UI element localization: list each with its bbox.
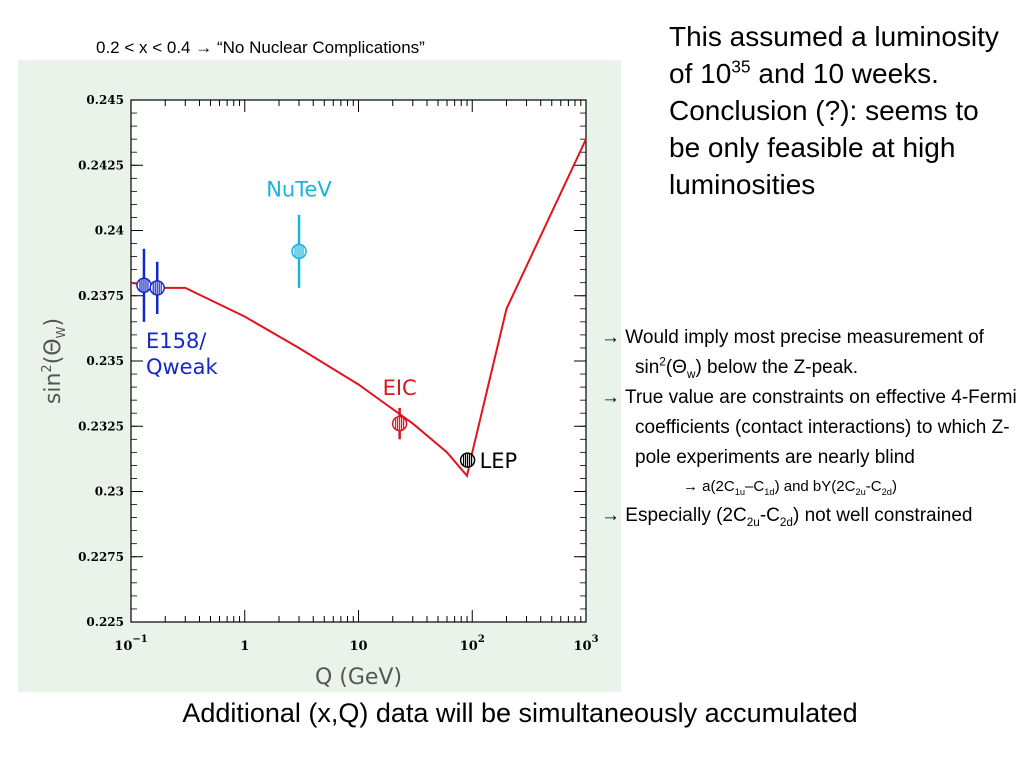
sub-index: 1u xyxy=(734,487,746,497)
x-tick-label: 10−1 xyxy=(114,634,147,654)
y-axis-title-part: sin xyxy=(41,373,66,405)
arrow-icon: → xyxy=(601,387,620,408)
footer-caption: Additional (x,Q) data will be simultaneo… xyxy=(182,698,858,728)
bullet-true-value: → True value are constraints on effectiv… xyxy=(601,383,1021,473)
y-tick-label: 0.2425 xyxy=(78,158,124,172)
y-axis-title-part: 2 xyxy=(40,364,55,372)
bullet-list: → Would imply most precise measurement o… xyxy=(601,323,1021,531)
plot-frame xyxy=(130,99,587,623)
y-tick-label: 0.2275 xyxy=(78,550,124,564)
title-quote-text: “No Nuclear Complications” xyxy=(216,38,425,57)
bullet-text: Would imply most precise measurement of … xyxy=(625,327,984,378)
label-nutev: NuTeV xyxy=(266,178,332,202)
sub-text: a(2C xyxy=(702,478,735,495)
bullet-text-part: ) not well constrained xyxy=(792,505,973,526)
y-tick-label: 0.235 xyxy=(86,354,124,368)
x-tick-label: 1 xyxy=(240,639,249,654)
bullet-text-part: (Θ xyxy=(665,357,687,378)
x-tick-label: 103 xyxy=(573,634,598,654)
chart-title-line: 0.2 < x < 0.4 → “No Nuclear Complication… xyxy=(96,38,425,58)
x-tick-exponent: 2 xyxy=(478,634,485,645)
plot-panel: 0.245 0.2425 0.24 0.2375 0.235 0.2325 0.23 0.22… xyxy=(18,60,621,692)
note-line2: and 10 weeks. Conclusion (?): seems to b… xyxy=(669,58,979,200)
label-qweak: Qweak xyxy=(146,355,218,379)
points-layer xyxy=(136,214,476,468)
theory-curve xyxy=(130,138,587,478)
axis-ticks: 0.245 0.2425 0.24 0.2375 0.235 0.2325 0.23 0.22… xyxy=(40,93,599,690)
y-tick-label: 0.23 xyxy=(95,485,124,499)
arrow-icon: → xyxy=(601,327,620,348)
sub-index: 1d xyxy=(764,487,775,497)
x-axis-title: Q (GeV) xyxy=(315,665,402,690)
label-e158: E158/ xyxy=(146,329,207,353)
x-tick-label: 102 xyxy=(460,634,485,654)
note-exponent: 35 xyxy=(731,56,751,77)
arrow-icon: → xyxy=(683,478,698,495)
sub-text: -C xyxy=(865,478,882,495)
x-tick-label: 10 xyxy=(349,639,367,654)
label-lep: LEP xyxy=(480,449,518,473)
y-axis-title: sin2(ΘW) xyxy=(40,318,68,404)
bullet-sup: 2 xyxy=(659,355,666,369)
y-tick-label: 0.245 xyxy=(86,93,124,107)
x-range-text: 0.2 < x < 0.4 xyxy=(96,38,191,57)
y-tick-label: 0.24 xyxy=(95,224,124,238)
y-axis-title-part: ) xyxy=(41,318,66,327)
series-labels: E158/Qweak NuTeV EIC LEP xyxy=(146,178,517,474)
x-tick-exponent: −1 xyxy=(132,634,147,645)
bullet-precise-measurement: → Would imply most precise measurement o… xyxy=(601,323,1021,383)
bullet-text: True value are constraints on effective … xyxy=(624,387,1017,468)
arrow-icon: → xyxy=(195,38,213,57)
y-axis-title-part: (Θ xyxy=(41,338,66,364)
x-tick-exponent: 3 xyxy=(592,634,599,645)
sub-text: ) and bY(2C xyxy=(774,478,856,495)
bullet-sub: 2u xyxy=(746,515,760,529)
label-eic: EIC xyxy=(383,376,417,400)
curve-layer xyxy=(130,138,587,478)
sub-text: ) xyxy=(891,478,897,495)
luminosity-note: This assumed a luminosity of 1035 and 10… xyxy=(669,18,1009,203)
note-line1: This assumed a luminosity of 10 xyxy=(669,21,999,89)
y-tick-label: 0.2325 xyxy=(78,419,124,433)
arrow-icon: → xyxy=(601,505,620,526)
bullet-text-part: -C xyxy=(759,505,780,526)
sub-text: –C xyxy=(745,478,765,495)
y-tick-label: 0.2375 xyxy=(78,289,124,303)
bullet-especially: → Especially (2C2u-C2d) not well constra… xyxy=(601,501,1021,531)
sub-index: 2d xyxy=(881,487,892,497)
y-tick-label: 0.225 xyxy=(86,615,124,629)
bullet-text: Especially (2C xyxy=(625,505,747,526)
sub-bullet-coefficients: → a(2C1u–C1d) and bY(2C2u-C2d) xyxy=(601,473,1021,501)
bullet-sub: 2d xyxy=(779,515,793,529)
y-axis-title-part: W xyxy=(54,326,68,338)
chart: 0.245 0.2425 0.24 0.2375 0.235 0.2325 0.23 0.22… xyxy=(40,93,599,690)
sub-index: 2u xyxy=(855,487,866,497)
bullet-text-part: ) below the Z-peak. xyxy=(695,357,859,378)
bullet-sub: w xyxy=(686,367,696,381)
